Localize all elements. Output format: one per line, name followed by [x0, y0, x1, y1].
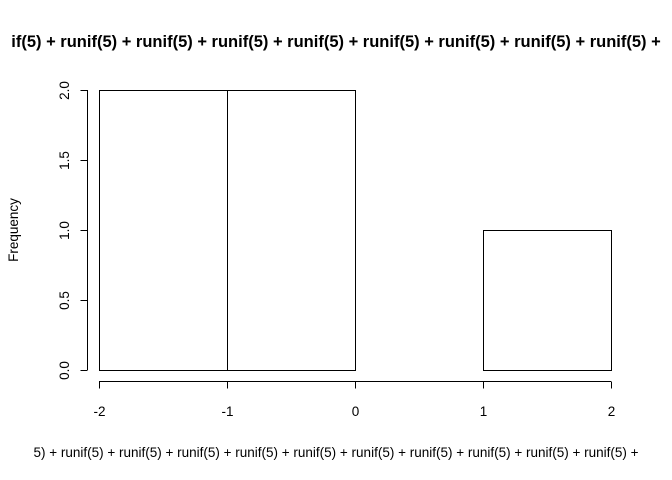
chart-title: if(5) + runif(5) + runif(5) + runif(5) +… [11, 33, 661, 51]
y-tick-label: 0.5 [57, 291, 72, 310]
y-axis-label: Frequency [6, 198, 21, 262]
y-tick-label: 2.0 [57, 81, 72, 100]
x-tick-label: -2 [93, 404, 105, 419]
x-tick-label: -1 [221, 404, 233, 419]
y-tick-label: 1.0 [57, 221, 72, 240]
histogram-bar-4 [483, 230, 612, 371]
bars-group [99, 90, 612, 371]
y-axis: 0.0 0.5 1.0 1.5 2.0 [57, 81, 88, 380]
x-tick-label: 2 [608, 404, 616, 419]
histogram-bar-2 [227, 90, 356, 371]
y-tick-label: 0.0 [57, 361, 72, 380]
x-tick-label: 1 [480, 404, 488, 419]
histogram-bar-1 [99, 90, 228, 371]
y-tick-label: 1.5 [57, 151, 72, 170]
x-tick-label: 0 [352, 404, 360, 419]
x-axis: -2 -1 0 1 2 [93, 381, 616, 419]
x-axis-label: 5) + runif(5) + runif(5) + runif(5) + ru… [33, 445, 638, 460]
